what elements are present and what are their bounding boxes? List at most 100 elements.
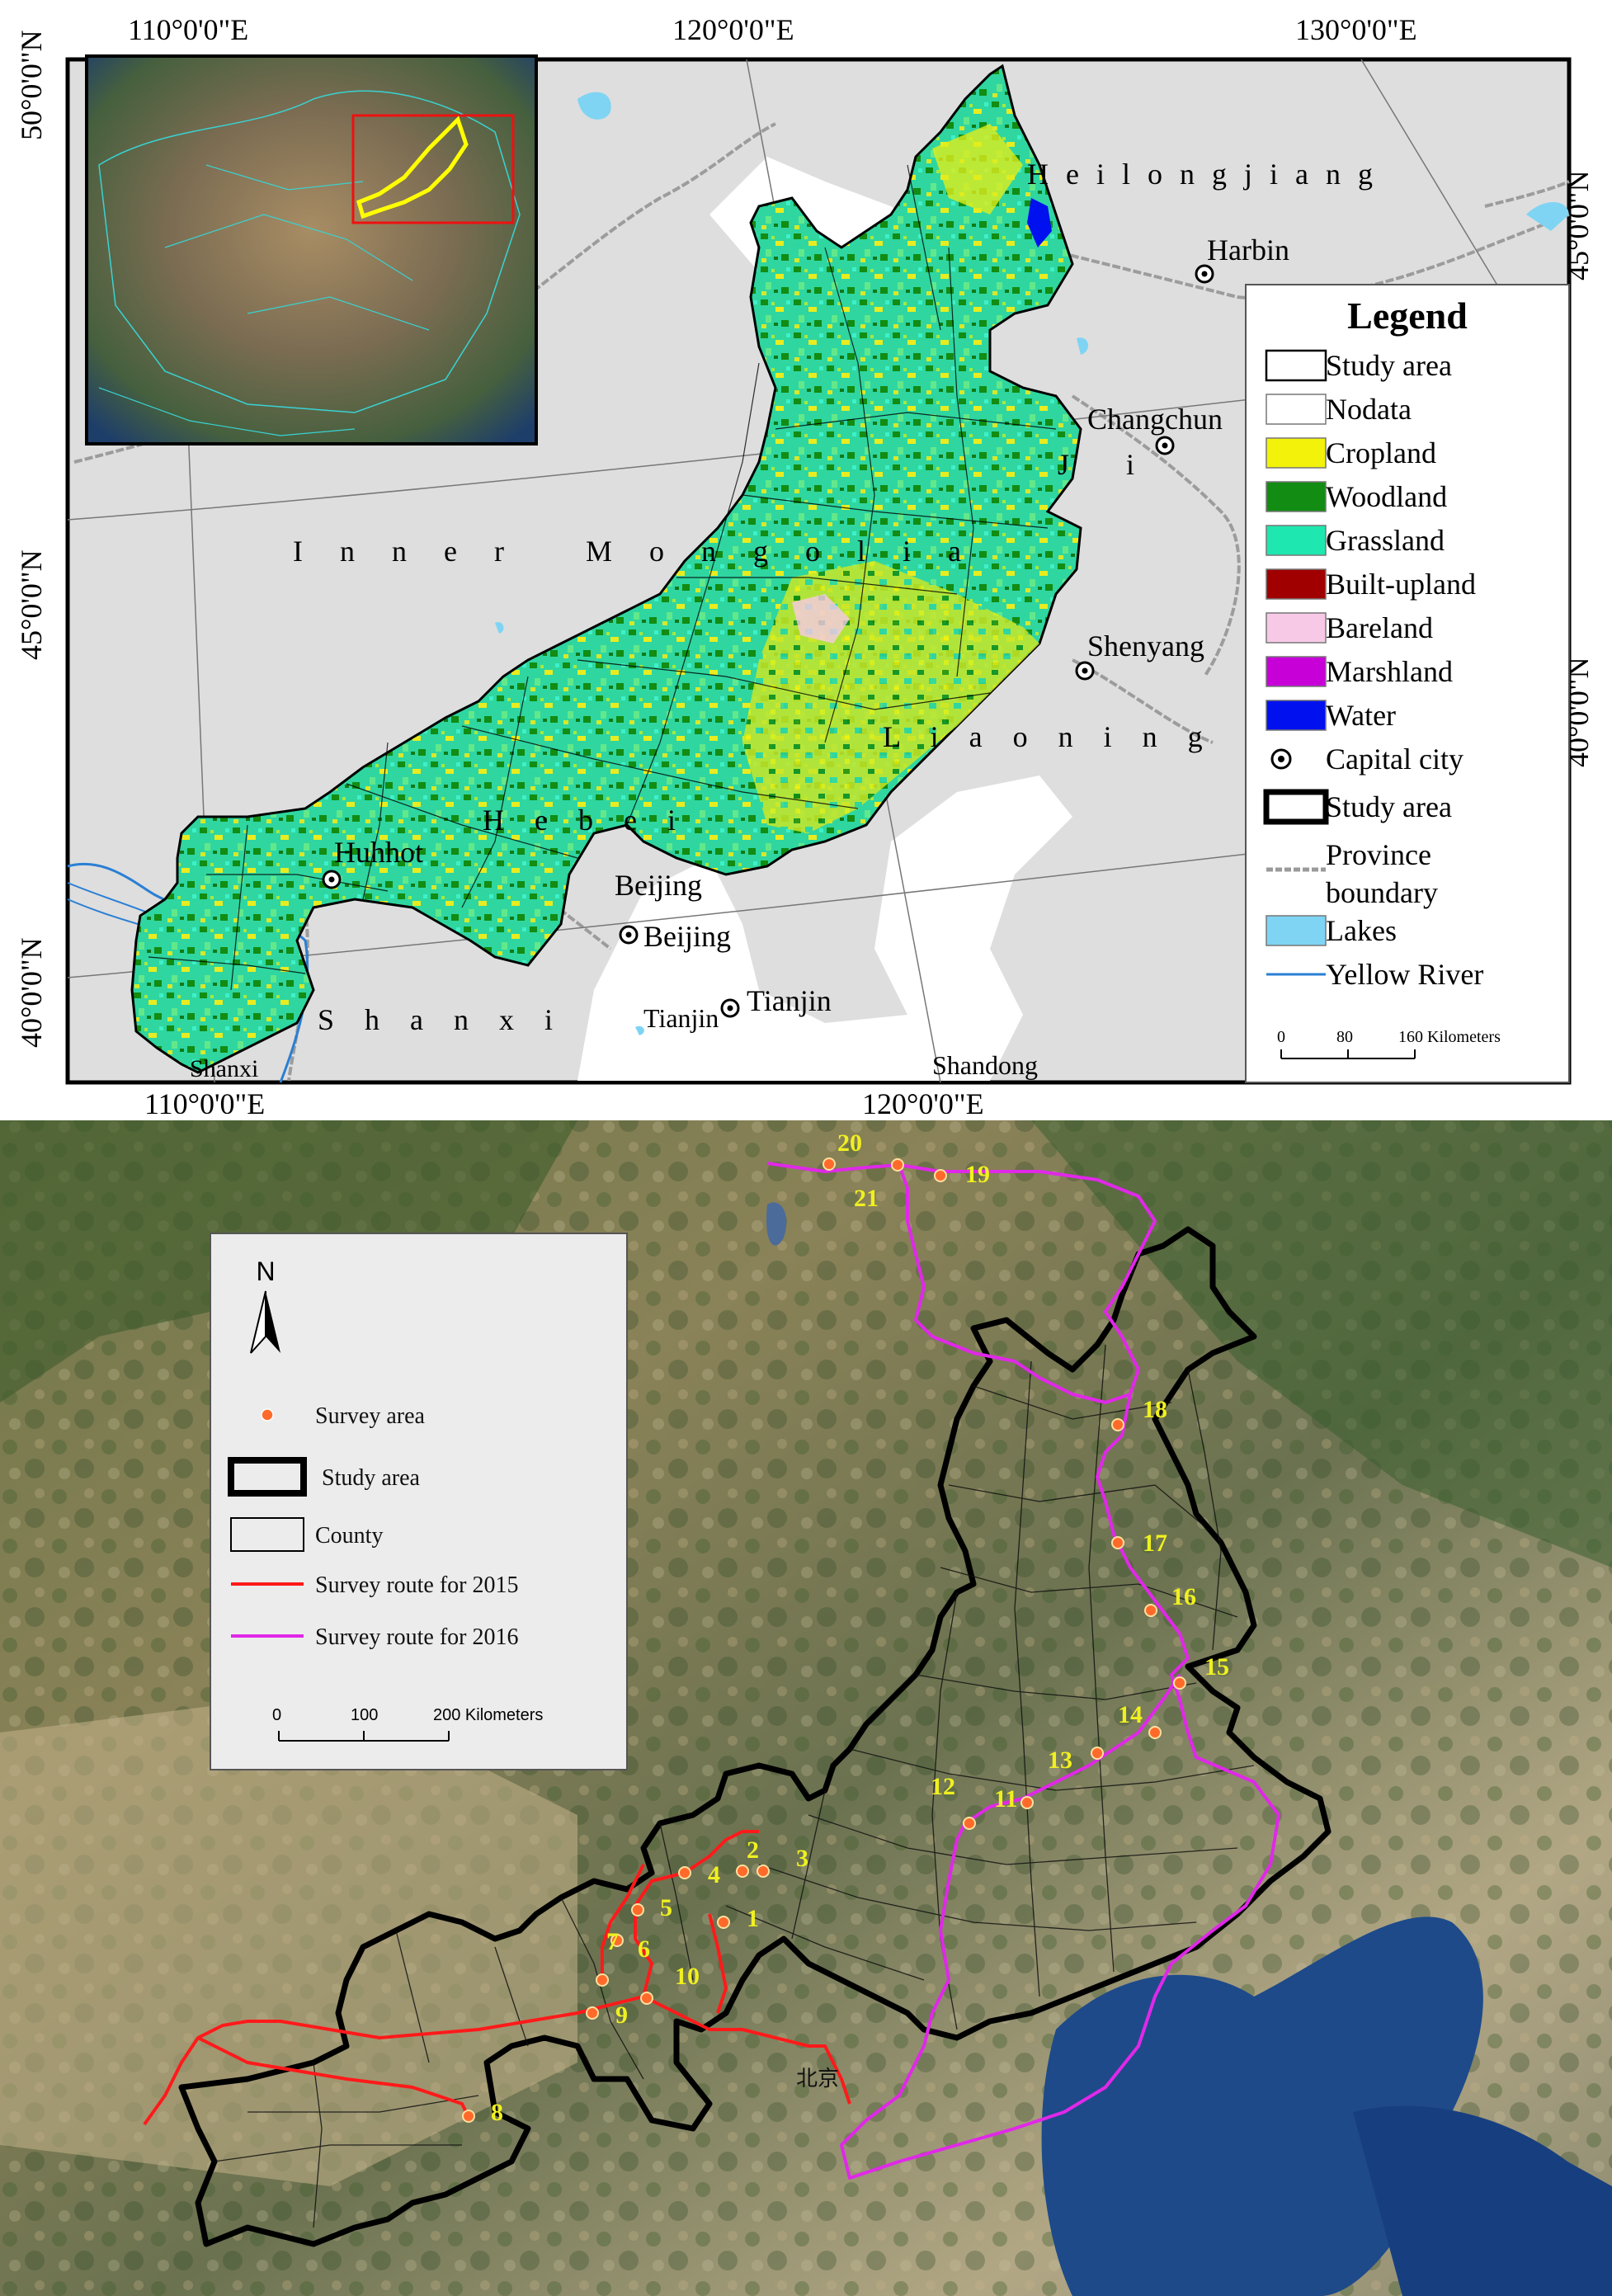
survey-site-label-8: 8 <box>491 2099 503 2126</box>
survey-site-label-18: 18 <box>1143 1396 1167 1423</box>
survey-site-19 <box>934 1169 947 1182</box>
left-lat-label-45: 45°0'0"N <box>15 549 48 660</box>
survey-site-18 <box>1111 1418 1124 1431</box>
legend-label: Woodland <box>1326 480 1447 513</box>
legend-item-8: Water <box>1266 699 1396 732</box>
legend-swatch <box>1266 915 1327 946</box>
legend-swatch <box>228 1457 307 1497</box>
legend-label: Study area <box>1326 790 1452 823</box>
legend-swatch <box>1266 437 1327 469</box>
legend-swatch <box>1266 394 1327 425</box>
legend-item-13: Yellow River <box>1266 958 1483 991</box>
label-huhhot: Huhhot <box>334 836 423 869</box>
label-jilin: J i <box>1058 448 1159 481</box>
label-harbin: Harbin <box>1207 233 1289 266</box>
bottom-scale-bar: 0 100 200 Kilometers <box>272 1706 543 1742</box>
bottom-lon-label-120: 120°0'0"E <box>862 1087 984 1114</box>
legend-item-9: Capital city <box>1270 743 1464 776</box>
legend-item-1: Nodata <box>1266 393 1412 426</box>
survey-site-7 <box>596 1973 609 1987</box>
legend-items: Study area Nodata Cropland Woodland Grasslan… <box>1263 349 1483 991</box>
legend-swatch <box>1265 349 1327 382</box>
survey-site-17 <box>1111 1536 1124 1549</box>
legend-swatch <box>1263 789 1329 825</box>
survey-site-9 <box>586 2006 599 2020</box>
survey-site-15 <box>1173 1676 1186 1690</box>
survey-site-label-11: 11 <box>994 1785 1017 1813</box>
survey-area-icon <box>261 1408 274 1421</box>
survey-site-label-13: 13 <box>1048 1747 1072 1774</box>
legend-label-line2: boundary <box>1326 876 1438 909</box>
legend-swatch <box>1266 525 1327 556</box>
lake-north <box>766 1202 787 1246</box>
coastal-white-area <box>577 858 949 1081</box>
legend-label: Lakes <box>1326 914 1397 947</box>
bottom-legend-item-1: Study area <box>228 1457 421 1497</box>
scale-tick-80: 80 <box>1336 1028 1353 1046</box>
survey-site-label-10: 10 <box>675 1963 700 1990</box>
survey-site-label-19: 19 <box>965 1161 990 1188</box>
survey-site-label-20: 20 <box>837 1129 862 1157</box>
bottom-legend-label: Survey route for 2016 <box>315 1624 519 1650</box>
legend-item-2: Cropland <box>1266 436 1436 469</box>
label-shanxi: S h a n x i <box>318 1003 564 1036</box>
label-changchun: Changchun <box>1087 403 1223 436</box>
survey-site-11 <box>1020 1796 1034 1809</box>
legend-label: Capital city <box>1326 743 1464 776</box>
bottom-legend-item-3: Survey route for 2015 <box>231 1572 519 1598</box>
survey-site-10 <box>640 1992 653 2005</box>
north-label: N <box>256 1256 275 1286</box>
bottom-legend-item-2: County <box>230 1517 383 1552</box>
legend-swatch <box>1266 568 1327 600</box>
top-lon-label-110: 110°0'0"E <box>128 13 248 46</box>
place-labels: H e i l o n g j i a n g Harbin Changchun… <box>190 158 1378 1082</box>
legend-label: Marshland <box>1326 655 1453 688</box>
left-lat-label-50: 50°0'0"N <box>15 30 48 140</box>
bottom-legend-items: Survey area Study area County Survey route … <box>228 1403 519 1650</box>
graticule-labels: 110°0'0"E 120°0'0"E 130°0'0"E 110°0'0"E … <box>15 13 1595 1114</box>
survey-site-14 <box>1148 1726 1162 1739</box>
label-heilongjiang: H e i l o n g j i a n g <box>1027 158 1378 191</box>
survey-site-label-12: 12 <box>931 1773 955 1800</box>
study-area-water <box>1027 198 1052 248</box>
bottom-legend-label: Survey area <box>315 1403 426 1429</box>
northeast-forest <box>1031 1120 1612 1568</box>
inset-study-area-outline <box>356 116 469 219</box>
survey-site-label-21: 21 <box>854 1185 879 1212</box>
county-lines <box>214 1344 1255 2228</box>
study-area-bareland <box>792 594 850 644</box>
survey-site-label-14: 14 <box>1118 1701 1143 1728</box>
bottom-legend-item-0: Survey area <box>261 1403 426 1429</box>
survey-site-label-6: 6 <box>638 1935 650 1963</box>
bottom-legend-label: Study area <box>322 1465 421 1491</box>
survey-site-12 <box>963 1817 976 1830</box>
legend-label: Province <box>1326 838 1431 871</box>
legend-item-6: Bareland <box>1266 611 1433 644</box>
survey-site-label-7: 7 <box>606 1928 619 1955</box>
survey-site-6 <box>610 1934 624 1947</box>
legend-label: Nodata <box>1326 393 1412 426</box>
north-arrow: N <box>250 1256 280 1354</box>
western-desert <box>0 1691 577 2186</box>
top-legend: Legend Study area Nodata Cropland Woodland G… <box>1245 284 1570 1083</box>
study-area-landcover <box>130 64 1082 1074</box>
survey-site-label-4: 4 <box>708 1861 720 1888</box>
bottom-scale-tick-200: 200 Kilometers <box>433 1706 543 1724</box>
label-tianjin-city: Tianjin <box>747 984 832 1017</box>
survey-site-label-17: 17 <box>1143 1530 1167 1557</box>
label-hebei: H e b e i <box>483 804 687 837</box>
inset-study-area-extent <box>351 114 515 224</box>
bottom-legend-label: Survey route for 2015 <box>315 1572 519 1598</box>
label-inner-mongolia: I n n e r M o n g o l i a <box>293 535 976 568</box>
survey-route-2016 <box>766 1162 1280 2180</box>
bohai-sea <box>1041 1916 1483 2296</box>
top-lon-label-120: 120°0'0"E <box>672 13 794 46</box>
sea-deep <box>1353 2105 1612 2296</box>
legend-label: Yellow River <box>1326 958 1483 991</box>
legend-swatch <box>230 1517 304 1552</box>
legend-item-3: Woodland <box>1266 480 1447 513</box>
survey-site-4 <box>678 1866 691 1879</box>
legend-scale-bar: 0 80 160 Kilometers <box>1277 1028 1501 1059</box>
legend-label: Bareland <box>1326 611 1433 644</box>
